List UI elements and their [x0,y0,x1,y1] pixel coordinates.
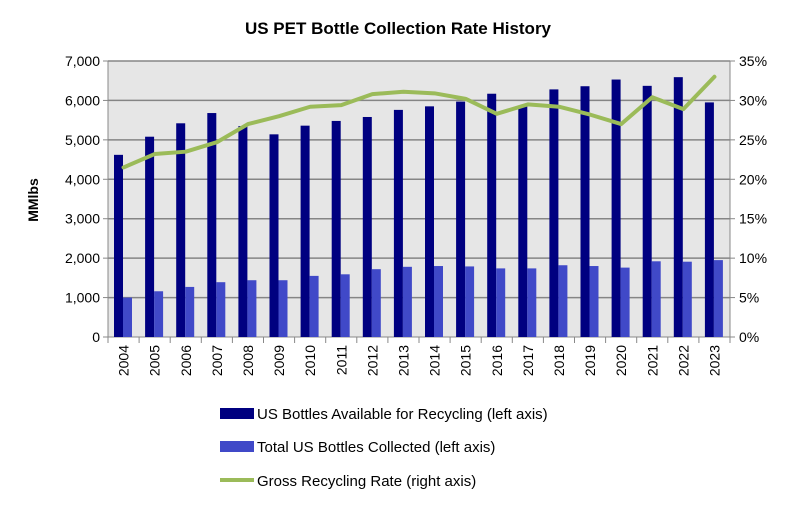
x-tick-label: 2017 [520,345,536,376]
y-tick-label: 4,000 [65,171,100,187]
y-tick-label: 5,000 [65,132,100,148]
x-tick-label: 2008 [240,345,256,376]
bar-available [300,125,310,337]
legend-swatch [220,408,254,419]
bar-available [362,116,372,337]
bar-available [704,102,714,338]
legend-label: Gross Recycling Rate (right axis) [257,473,476,490]
bar-available [238,126,248,337]
x-tick-label: 2022 [675,345,691,376]
bar-collected [278,280,288,337]
x-tick-label: 2019 [582,345,598,376]
bar-collected [309,275,319,337]
bar-available [642,85,652,337]
recycling-rate-line [121,74,717,170]
x-tick-label: 2013 [395,345,411,376]
x-tick-label: 2023 [706,345,722,376]
bar-collected [589,266,599,337]
y-tick-label: 7,000 [65,53,100,69]
legend: US Bottles Available for Recycling (left… [220,406,548,490]
y2-tick-label: 10% [739,250,767,266]
bar-collected [123,297,132,337]
x-tick-label: 2009 [271,345,287,376]
bar-available [331,120,341,337]
x-tick-label: 2012 [364,345,380,376]
plot-background [108,61,730,337]
bar-collected [465,266,475,337]
y-tick-label: 1,000 [65,290,100,306]
bar-collected [651,261,661,337]
y-tick-label: 6,000 [65,92,100,108]
bar-collected [340,274,350,337]
bar-available [487,93,497,338]
chart-title: US PET Bottle Collection Rate History [245,19,552,38]
x-tick-label: 2006 [178,345,194,376]
bar-available [425,106,434,337]
plot-area: 0 0% 1,000 5% 2,000 10% 3,000 15% 4,000 20% 5,000 2… [65,53,767,376]
bar-available [549,89,559,337]
y-tick-label: 2,000 [65,250,100,266]
bar-collected [434,266,443,337]
x-tick-label: 2014 [427,345,443,376]
legend-label: Total US Bottles Collected (left axis) [257,439,495,456]
y2-tick-label: 20% [739,171,767,187]
legend-label: US Bottles Available for Recycling (left… [257,406,548,423]
bar-available [456,101,466,338]
x-tick-label: 2010 [302,345,318,376]
y-axis-label: MMlbs [25,178,41,222]
y2-tick-label: 15% [739,211,767,227]
bar-collected [247,280,257,337]
x-tick-label: 2007 [209,345,225,376]
bar-collected [216,282,226,337]
y2-tick-label: 30% [739,92,767,108]
x-tick-label: 2016 [489,345,505,376]
bar-available [673,77,683,337]
y2-tick-label: 25% [739,132,767,148]
bar-collected [682,261,692,337]
bar-available [611,79,621,337]
y-tick-label: 3,000 [65,211,100,227]
bar-available [207,113,217,337]
bar-available [580,86,590,337]
y2-tick-label: 35% [739,53,767,69]
bar-collected [527,268,537,337]
bar-collected [558,265,568,337]
x-tick-label: 2015 [458,345,474,376]
bar-collected [371,269,381,337]
x-tick-label: 2011 [333,345,349,375]
bar-collected [402,266,412,337]
bar-available [269,134,279,337]
x-tick-label: 2018 [551,345,567,376]
bar-collected [620,267,630,337]
bar-available [114,154,123,337]
bar-collected [185,286,195,337]
bar-available [518,106,528,337]
bar-available [145,136,155,337]
y2-tick-label: 0% [739,329,759,345]
bar-available [393,109,403,338]
bar-available [176,123,186,337]
bar-collected [154,291,164,337]
y2-tick-label: 5% [739,290,759,306]
bar-collected [713,260,723,337]
legend-swatch [220,441,254,452]
x-tick-label: 2020 [613,345,629,376]
y-tick-label: 0 [92,329,100,345]
x-tick-label: 2021 [644,345,660,376]
x-tick-label: 2005 [147,345,163,376]
x-tick-label: 2004 [116,345,132,376]
bar-collected [496,268,506,337]
